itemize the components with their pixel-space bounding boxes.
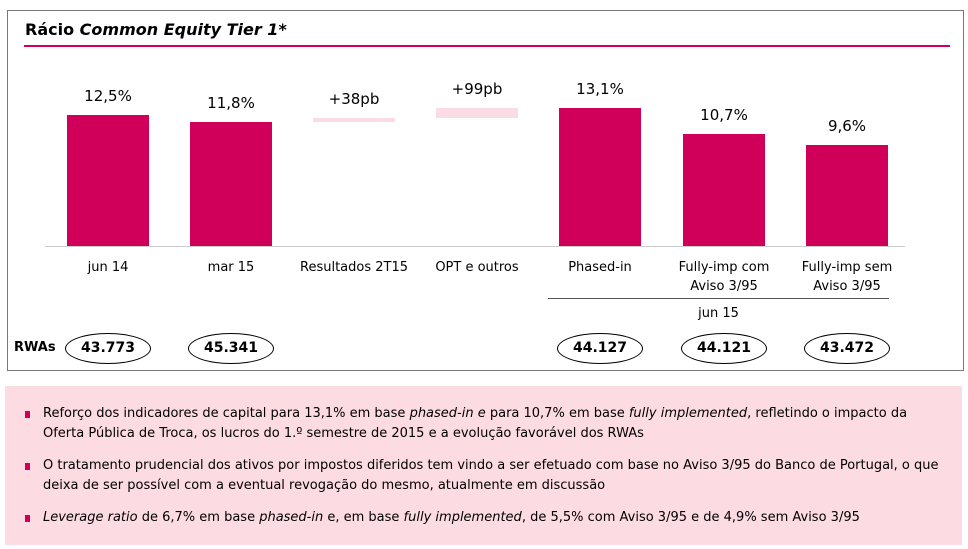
note-item: Leverage ratio de 6,7% em base phased-in… [25,508,942,528]
bar-5 [683,133,765,246]
chart-panel [7,10,964,371]
value-label: +38pb [328,90,380,109]
note-text: fully implemented [628,406,748,421]
bar-6 [806,145,888,246]
note-text: para 10,7% em base [485,406,629,421]
title-italic: Common Equity Tier 1* [79,20,287,39]
category-label: Fully-imp com Aviso 3/95 [678,260,770,294]
note-text: fully implemented [403,510,522,525]
note-item: O tratamento prudencial dos ativos por i… [25,456,942,496]
rwa-value: 45.341 [188,333,274,364]
group-bracket [548,298,889,299]
value-label: 11,8% [207,94,255,113]
bar-4 [559,108,641,246]
value-label: 12,5% [84,86,132,105]
note-text: phased-in [259,510,324,525]
x-axis [45,246,905,247]
chart-title: Rácio Common Equity Tier 1* [25,20,287,39]
rwa-value: 43.472 [804,333,890,364]
bar-3 [436,107,518,119]
category-label: OPT e outros [435,260,519,275]
category-label: mar 15 [207,260,255,275]
note-text: Leverage ratio [43,510,138,525]
note-text: O tratamento prudencial dos ativos por i… [43,458,939,493]
title-plain: Rácio [25,20,75,39]
rwa-label: RWAs [14,340,56,355]
rwa-value: 43.773 [65,333,151,364]
note-item: Reforço dos indicadores de capital para … [25,404,942,444]
value-label: +99pb [451,79,503,98]
value-label: 13,1% [576,80,624,99]
rwa-value: 44.121 [681,333,767,364]
rwa-value: 44.127 [557,333,643,364]
category-label: Phased-in [568,260,632,275]
value-label: 10,7% [700,105,748,124]
bar-0 [67,114,149,246]
category-label: Resultados 2T15 [300,260,408,275]
title-rule [24,45,950,47]
bar-2 [313,118,395,123]
value-label: 9,6% [827,117,867,136]
notes-box: Reforço dos indicadores de capital para … [5,386,962,545]
note-text: , de 5,5% com Aviso 3/95 e de 4,9% sem A… [521,510,860,525]
bar-1 [190,122,272,246]
category-label: jun 14 [87,260,129,275]
category-label: Fully-imp sem Aviso 3/95 [801,260,893,294]
note-text: , refletindo o impacto da Oferta Pública… [43,406,908,441]
note-text: Reforço dos indicadores de capital para … [43,406,410,421]
note-text: e, em base [323,510,404,525]
note-text: phased-in e [409,406,486,421]
note-text: de 6,7% em base [137,510,260,525]
group-label: jun 15 [698,306,739,321]
